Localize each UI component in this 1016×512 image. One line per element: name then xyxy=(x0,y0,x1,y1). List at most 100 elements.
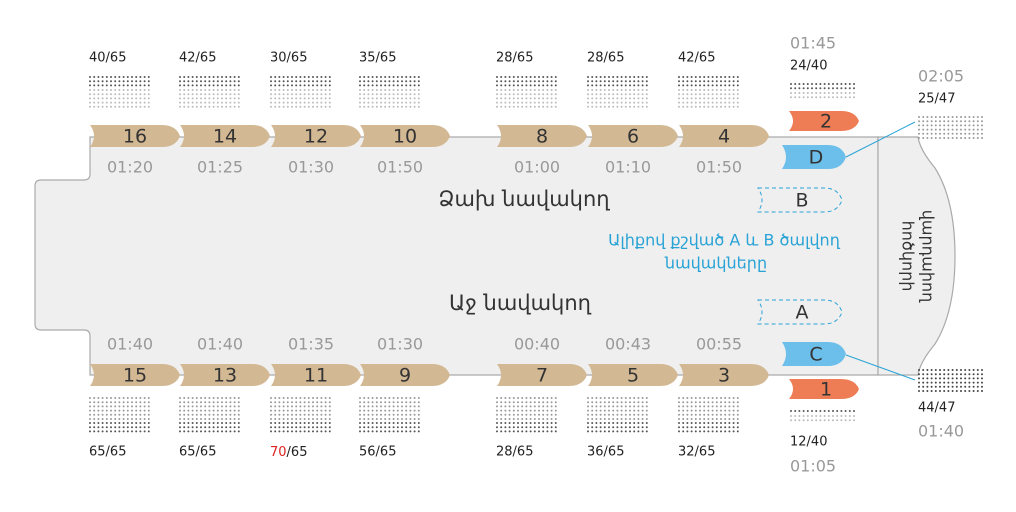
boat-label: 10 xyxy=(393,126,417,148)
occupancy: 28/65 xyxy=(496,51,533,66)
lifeboat xyxy=(588,364,678,386)
seat-dots xyxy=(790,410,855,412)
lifeboat xyxy=(271,364,361,386)
occupancy-over: 70 xyxy=(270,445,287,460)
launch-time: 01:25 xyxy=(197,158,243,177)
boat-label: 5 xyxy=(627,365,639,387)
launch-time: 01:30 xyxy=(377,335,423,354)
launch-time: 01:40 xyxy=(197,335,243,354)
boat-label: C xyxy=(809,344,822,366)
seat-dots xyxy=(270,397,331,420)
side-label: Աջ նավակող xyxy=(449,291,592,315)
lifeboat xyxy=(180,125,270,147)
occupancy: 70/65 xyxy=(270,445,307,460)
launch-time: 01:45 xyxy=(790,34,836,53)
seat-dots xyxy=(918,369,983,392)
launch-time: 01:05 xyxy=(790,457,836,476)
boat-label: 1 xyxy=(820,379,832,401)
lifeboat xyxy=(789,111,859,131)
hull xyxy=(34,136,879,376)
seat-dots xyxy=(496,397,557,420)
occupancy: 65/65 xyxy=(89,445,126,460)
occupancy: 40/65 xyxy=(89,51,126,66)
launch-time: 01:40 xyxy=(107,335,153,354)
lifeboat xyxy=(679,125,769,147)
seat-dots xyxy=(678,89,739,108)
note: նավակները xyxy=(664,254,767,273)
occupancy: 44/47 xyxy=(918,401,955,416)
seat-dots xyxy=(270,76,331,87)
launch-time: 01:20 xyxy=(107,158,153,177)
stern-label: հոծկորի xyxy=(899,221,918,292)
seat-dots xyxy=(89,397,150,420)
seat-dots xyxy=(179,422,240,433)
lifeboat xyxy=(757,299,843,325)
boat-label: D xyxy=(809,147,824,169)
occupancy-rest: /65 xyxy=(287,445,308,460)
seat-dots xyxy=(359,89,420,108)
lifeboat xyxy=(497,125,587,147)
occupancy: 28/65 xyxy=(496,445,533,460)
launch-time: 01:40 xyxy=(918,422,964,441)
lifeboat xyxy=(679,364,769,386)
lifeboat xyxy=(757,187,843,213)
note: Ալիքով քշված A և B ծալվող xyxy=(608,231,841,250)
seat-dots xyxy=(359,422,420,433)
launch-time: 00:55 xyxy=(696,335,742,354)
occupancy: 65/65 xyxy=(179,445,216,460)
lifeboat xyxy=(497,364,587,386)
lifeboat xyxy=(360,364,450,386)
seat-dots xyxy=(587,76,648,87)
seat-dots xyxy=(270,89,331,108)
seat-dots xyxy=(179,76,240,87)
seat-dots xyxy=(496,89,557,108)
boat-label: 14 xyxy=(213,126,237,148)
lifeboat xyxy=(180,364,270,386)
occupancy: 25/47 xyxy=(918,92,955,107)
seat-dots xyxy=(89,422,150,433)
boat-label: 16 xyxy=(123,126,147,148)
occupancy: 42/65 xyxy=(179,51,216,66)
lifeboat xyxy=(789,379,859,399)
launch-time: 00:40 xyxy=(514,335,560,354)
connector xyxy=(845,121,916,158)
seat-dots xyxy=(587,89,648,108)
lifeboat xyxy=(90,125,180,147)
seat-dots xyxy=(790,92,855,99)
boat-label: B xyxy=(795,190,808,212)
lifeboat xyxy=(588,125,678,147)
launch-time: 00:43 xyxy=(605,335,651,354)
boat-label: 4 xyxy=(718,126,730,148)
occupancy: 35/65 xyxy=(359,51,396,66)
launch-time: 01:35 xyxy=(288,335,334,354)
seat-dots xyxy=(496,422,557,433)
boat-label: 6 xyxy=(627,126,639,148)
seat-dots xyxy=(678,397,739,420)
seat-dots xyxy=(496,76,557,87)
lifeboat xyxy=(271,125,361,147)
occupancy: 42/65 xyxy=(678,51,715,66)
occupancy: 24/40 xyxy=(790,59,827,74)
occupancy: 56/65 xyxy=(359,445,396,460)
occupancy: 36/65 xyxy=(587,445,624,460)
occupancy: 30/65 xyxy=(270,51,307,66)
launch-time: 01:50 xyxy=(377,158,423,177)
seat-dots xyxy=(587,397,648,420)
seat-dots xyxy=(270,422,331,433)
seat-dots xyxy=(179,397,240,420)
boat-label: 12 xyxy=(304,126,328,148)
seat-dots xyxy=(587,422,648,433)
seat-dots xyxy=(790,83,855,90)
boat-label: 13 xyxy=(213,365,237,387)
boat-label: 15 xyxy=(123,365,147,387)
launch-time: 01:10 xyxy=(605,158,651,177)
boat-label: 2 xyxy=(820,111,832,133)
lifeboat xyxy=(360,125,450,147)
launch-time: 01:00 xyxy=(514,158,560,177)
occupancy: 28/65 xyxy=(587,51,624,66)
boat-label: A xyxy=(796,302,809,324)
seat-dots xyxy=(678,422,739,433)
boat-label: 11 xyxy=(304,365,328,387)
lifeboat xyxy=(90,364,180,386)
